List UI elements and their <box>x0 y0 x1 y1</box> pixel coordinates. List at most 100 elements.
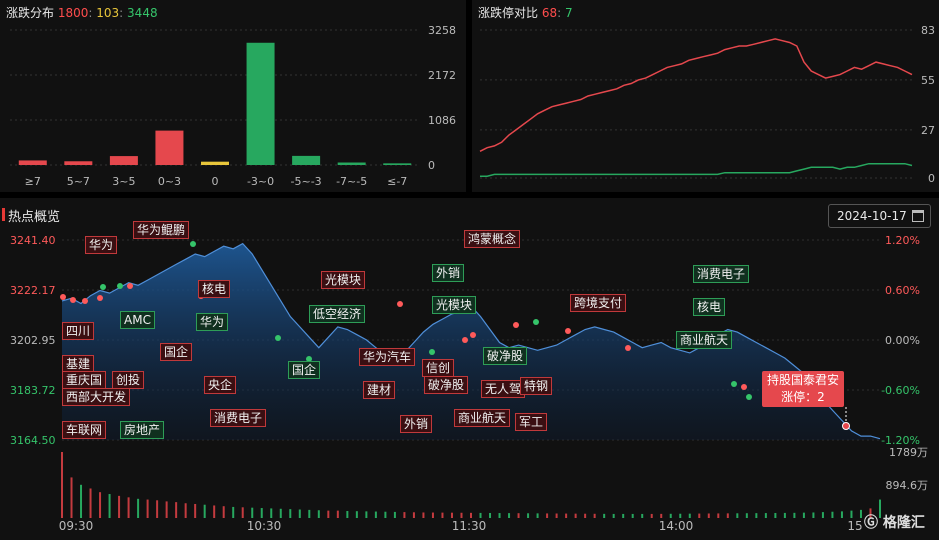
concept-tag[interactable]: 光模块 <box>321 271 366 289</box>
concept-tag[interactable]: 核电 <box>198 280 231 298</box>
y-right-label: 1.20% <box>885 234 920 247</box>
brand-text: 格隆汇 <box>882 515 925 531</box>
concept-tag[interactable]: 四川 <box>62 322 95 340</box>
callout-box[interactable]: 持股国泰君安 涨停：2 <box>762 371 844 407</box>
volume-bar <box>660 513 663 518</box>
volume-bar <box>745 513 748 518</box>
concept-tag[interactable]: 房地产 <box>120 421 165 439</box>
bar <box>246 42 275 165</box>
callout-line2: 涨停：2 <box>781 390 825 404</box>
concept-tag[interactable]: 华为 <box>85 236 118 254</box>
concept-tag[interactable]: 破净股 <box>483 347 528 365</box>
concept-tag[interactable]: 消费电子 <box>210 409 267 427</box>
volume-bar <box>879 499 881 518</box>
concept-tag[interactable]: 商业航天 <box>454 409 511 427</box>
concept-tag[interactable]: 国企 <box>288 361 321 379</box>
volume-bar <box>555 513 558 518</box>
marker-dot <box>462 337 468 343</box>
volume-bar <box>565 513 568 518</box>
volume-bar <box>641 513 644 518</box>
volume-bar <box>251 507 254 518</box>
volume-bar <box>422 512 425 518</box>
volume-bar <box>498 513 501 518</box>
calendar-icon[interactable] <box>912 210 924 222</box>
marker-dot <box>97 295 103 301</box>
concept-tag[interactable]: 光模块 <box>432 296 477 314</box>
volume-bar <box>99 492 102 518</box>
volume-bar <box>793 512 796 518</box>
concept-tag[interactable]: 外销 <box>432 264 465 282</box>
y-left-label: 3202.95 <box>10 334 56 347</box>
x-tick-label: 11:30 <box>452 519 487 533</box>
y-right-label: -1.20% <box>881 434 920 447</box>
concept-tag[interactable]: 无人驾 <box>481 380 526 398</box>
marker-dot <box>127 283 133 289</box>
volume-bar <box>527 513 530 518</box>
volume-bar <box>70 477 73 518</box>
volume-bar <box>289 509 292 518</box>
x-tick-label: ≤-7 <box>387 175 407 188</box>
volume-bar <box>755 513 758 518</box>
concept-tag[interactable]: 华为 <box>196 313 229 331</box>
volume-bar <box>470 512 472 518</box>
concept-tag[interactable]: 消费电子 <box>693 265 750 283</box>
y-tick-label: 83 <box>921 24 935 37</box>
volume-bar <box>232 506 235 518</box>
volume-bar <box>270 508 273 518</box>
date-picker[interactable]: 2024-10-17 <box>828 204 931 228</box>
limit-down-line <box>480 162 913 177</box>
volume-bar <box>859 509 862 518</box>
bar <box>337 162 366 165</box>
y-tick-label: 0 <box>428 159 435 172</box>
concept-tag[interactable]: 央企 <box>204 376 237 394</box>
concept-tag[interactable]: 鸿蒙概念 <box>464 230 521 248</box>
concept-tag[interactable]: 建材 <box>363 381 396 399</box>
concept-tag[interactable]: 车联网 <box>62 421 107 439</box>
limit-panel: 涨跌停对比 68: 7 83 55 27 0 <box>472 0 939 192</box>
concept-tag[interactable]: 重庆国 <box>62 371 107 389</box>
volume-bar <box>184 503 187 518</box>
y-left-label: 3183.72 <box>10 384 56 397</box>
volume-bar <box>812 512 815 518</box>
concept-tag[interactable]: 国企 <box>160 343 193 361</box>
y-tick-label: 27 <box>921 124 935 137</box>
marker-dot <box>82 298 88 304</box>
x-tick-label: 5~7 <box>67 175 90 188</box>
concept-tag[interactable]: 华为汽车 <box>359 348 416 366</box>
marker-dot <box>117 283 123 289</box>
volume-bar <box>736 513 739 518</box>
y-right-label: 0.00% <box>885 334 920 347</box>
concept-tag[interactable]: 商业航天 <box>676 331 733 349</box>
volume-bar <box>127 497 130 518</box>
distribution-title: 涨跌分布 1800: 103: 3448 <box>6 6 158 20</box>
volume-bar <box>384 511 387 518</box>
concept-tag[interactable]: 特钢 <box>520 377 553 395</box>
concept-tag[interactable]: 核电 <box>693 298 726 316</box>
concept-tag[interactable]: 创投 <box>112 371 145 389</box>
concept-tag[interactable]: 华为鲲鹏 <box>133 221 190 239</box>
concept-tag[interactable]: 西部大开发 <box>62 388 131 406</box>
volume-bar <box>175 502 178 518</box>
concept-tag[interactable]: 信创 <box>422 359 455 377</box>
concept-tag[interactable]: 破净股 <box>424 376 469 394</box>
limit-down-count: 7 <box>565 6 573 20</box>
concept-tag[interactable]: 低空经济 <box>309 305 366 323</box>
marker-dot <box>275 335 281 341</box>
volume-bar <box>821 512 824 518</box>
volume-bar <box>203 504 206 518</box>
volume-bar <box>517 513 520 518</box>
x-tick-label: -5~-3 <box>291 175 322 188</box>
concept-tag[interactable]: 军工 <box>515 413 548 431</box>
concept-tag[interactable]: AMC <box>120 311 155 329</box>
marker-dot <box>625 345 631 351</box>
marker-dot <box>190 241 196 247</box>
volume-bar <box>869 508 872 518</box>
volume-bar <box>137 498 140 518</box>
volume-bar <box>593 513 596 518</box>
marker-dot <box>731 381 737 387</box>
concept-tag[interactable]: 跨境支付 <box>570 294 627 312</box>
concept-tag[interactable]: 外销 <box>400 415 433 433</box>
volume-bar <box>374 511 377 518</box>
volume-bar <box>622 513 625 518</box>
